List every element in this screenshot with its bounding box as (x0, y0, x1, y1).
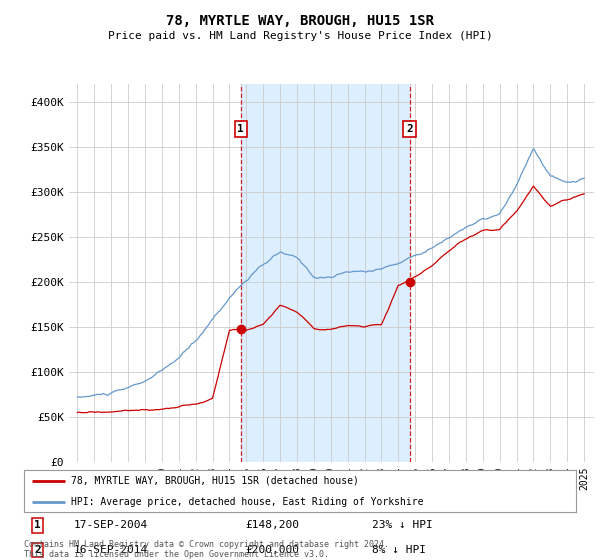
Text: 8% ↓ HPI: 8% ↓ HPI (372, 545, 426, 555)
Text: Contains HM Land Registry data © Crown copyright and database right 2024.
This d: Contains HM Land Registry data © Crown c… (24, 540, 389, 559)
Text: 78, MYRTLE WAY, BROUGH, HU15 1SR (detached house): 78, MYRTLE WAY, BROUGH, HU15 1SR (detach… (71, 476, 359, 486)
Text: HPI: Average price, detached house, East Riding of Yorkshire: HPI: Average price, detached house, East… (71, 497, 424, 507)
Text: 16-SEP-2014: 16-SEP-2014 (74, 545, 148, 555)
Text: 2: 2 (406, 124, 413, 134)
Text: 1: 1 (238, 124, 244, 134)
Text: 17-SEP-2004: 17-SEP-2004 (74, 520, 148, 530)
Text: £148,200: £148,200 (245, 520, 299, 530)
Text: £200,000: £200,000 (245, 545, 299, 555)
Bar (241, 84, 410, 462)
Text: 2: 2 (34, 545, 41, 555)
Text: Price paid vs. HM Land Registry's House Price Index (HPI): Price paid vs. HM Land Registry's House … (107, 31, 493, 41)
Text: 23% ↓ HPI: 23% ↓ HPI (372, 520, 433, 530)
Text: 78, MYRTLE WAY, BROUGH, HU15 1SR: 78, MYRTLE WAY, BROUGH, HU15 1SR (166, 14, 434, 28)
Text: 1: 1 (34, 520, 41, 530)
